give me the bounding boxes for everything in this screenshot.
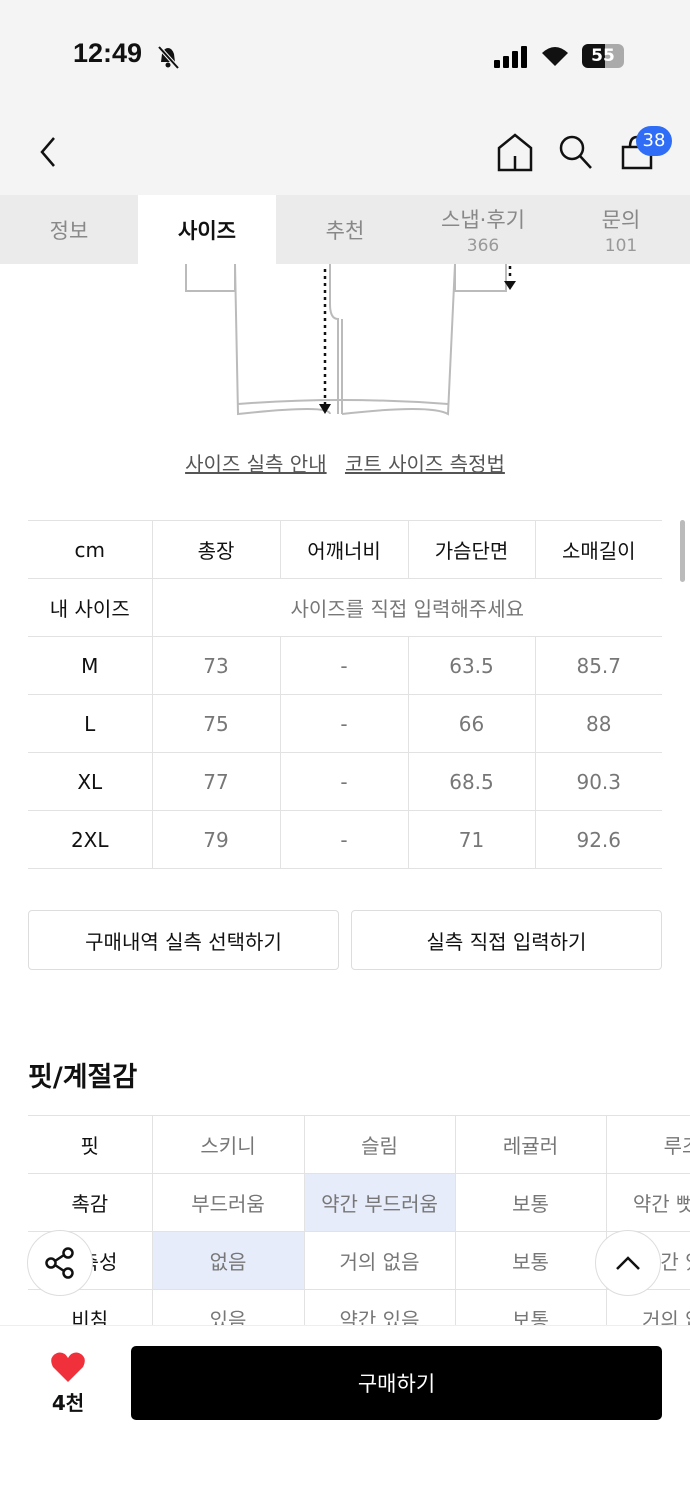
fit-option: 슬림 bbox=[303, 1115, 456, 1174]
fit-option: 스키니 bbox=[151, 1115, 305, 1174]
bell-slash-icon bbox=[157, 45, 180, 70]
fit-option: 루즈 bbox=[605, 1115, 690, 1174]
time: 12:49 bbox=[73, 38, 143, 68]
size-label: XL bbox=[28, 752, 153, 811]
scroll-top-button[interactable] bbox=[595, 1230, 661, 1296]
cart-badge: 38 bbox=[636, 126, 672, 156]
tab-inquiry[interactable]: 문의 101 bbox=[552, 195, 690, 264]
coat-measure-link[interactable]: 코트 사이즈 측정법 bbox=[344, 452, 505, 476]
fit-row-label: 비침 bbox=[28, 1289, 153, 1325]
tab-recommend[interactable]: 추천 bbox=[276, 195, 414, 264]
tab-snap-review[interactable]: 스냅·후기 366 bbox=[414, 195, 552, 264]
fit-option-selected: 약간 부드러움 bbox=[303, 1173, 456, 1232]
fit-option: 약간 뻣뻣함 bbox=[605, 1173, 690, 1232]
buy-button[interactable]: 구매하기 bbox=[131, 1346, 662, 1420]
fit-section-title: 핏/계절감 bbox=[28, 1062, 138, 1093]
my-size-label: 내 사이즈 bbox=[28, 578, 153, 637]
tab-bar: 정보 사이즈 추천 스냅·후기 366 문의 101 bbox=[0, 195, 690, 264]
fit-option: 약간 있음 bbox=[303, 1289, 456, 1325]
size-value: - bbox=[279, 636, 409, 695]
size-value: 92.6 bbox=[534, 810, 662, 869]
my-size-row[interactable]: 내 사이즈 사이즈를 직접 입력해주세요 bbox=[28, 578, 662, 637]
battery-icon: 55 bbox=[582, 44, 624, 68]
size-value: 79 bbox=[151, 810, 281, 869]
size-label: 2XL bbox=[28, 810, 153, 869]
fit-option: 보통 bbox=[454, 1173, 607, 1232]
fit-row-label: 핏 bbox=[28, 1115, 153, 1174]
tab-count: 366 bbox=[466, 235, 500, 256]
purchase-history-button[interactable]: 구매내역 실측 선택하기 bbox=[28, 910, 339, 970]
like-button[interactable]: 4천 bbox=[30, 1351, 106, 1416]
tab-count: 101 bbox=[604, 235, 638, 256]
share-icon bbox=[45, 1247, 74, 1279]
fit-option-selected: 없음 bbox=[151, 1231, 305, 1290]
chevron-up-icon bbox=[616, 1256, 640, 1270]
tab-label: 사이즈 bbox=[178, 218, 236, 243]
fit-option: 있음 bbox=[151, 1289, 305, 1325]
table-row: 2XL 79-71 92.6 bbox=[28, 810, 662, 869]
my-size-input[interactable]: 사이즈를 직접 입력해주세요 bbox=[151, 578, 662, 637]
table-row: M 73-63.5 85.7 bbox=[28, 636, 662, 695]
fit-option: 레귤러 bbox=[454, 1115, 607, 1174]
fit-row: 핏스키니슬림레귤러루즈 bbox=[28, 1115, 690, 1174]
share-button[interactable] bbox=[27, 1230, 93, 1296]
header-cell: 어깨너비 bbox=[279, 520, 409, 579]
size-table: cm 총장 어깨너비 가슴단면 소매길이 내 사이즈 사이즈를 직접 입력해주세… bbox=[28, 520, 662, 869]
fit-option: 거의 없음 bbox=[303, 1231, 456, 1290]
size-value: 90.3 bbox=[534, 752, 662, 811]
size-value: 73 bbox=[151, 636, 281, 695]
table-header-row: cm 총장 어깨너비 가슴단면 소매길이 bbox=[28, 520, 662, 579]
size-guide-link[interactable]: 사이즈 실측 안내 bbox=[185, 452, 327, 476]
size-value: 63.5 bbox=[407, 636, 536, 695]
size-value: 71 bbox=[407, 810, 536, 869]
search-icon[interactable] bbox=[558, 134, 594, 170]
size-value: 77 bbox=[151, 752, 281, 811]
header-cell: 총장 bbox=[151, 520, 281, 579]
fit-option: 보통 bbox=[454, 1289, 607, 1325]
top-nav: 38 bbox=[0, 100, 690, 195]
size-value: - bbox=[279, 694, 409, 753]
fit-row-label: 촉감 bbox=[28, 1173, 153, 1232]
back-icon[interactable] bbox=[36, 135, 60, 169]
table-row: XL 77-68.5 90.3 bbox=[28, 752, 662, 811]
fit-row: 신축성없음거의 없음보통약간 있음 bbox=[28, 1231, 690, 1290]
like-count: 4천 bbox=[51, 1391, 85, 1415]
size-value: - bbox=[279, 810, 409, 869]
direct-input-button[interactable]: 실측 직접 입력하기 bbox=[351, 910, 662, 970]
fit-option: 부드러움 bbox=[151, 1173, 305, 1232]
size-value: 68.5 bbox=[407, 752, 536, 811]
size-value: 88 bbox=[534, 694, 662, 753]
tab-label: 문의 bbox=[601, 207, 641, 232]
coat-diagram-image bbox=[185, 264, 516, 416]
table-row: L 75-66 88 bbox=[28, 694, 662, 753]
size-value: 75 bbox=[151, 694, 281, 753]
size-value: 85.7 bbox=[534, 636, 662, 695]
header-cell: cm bbox=[28, 520, 153, 579]
signal-icon bbox=[494, 46, 527, 68]
size-value: - bbox=[279, 752, 409, 811]
heart-icon bbox=[51, 1352, 85, 1382]
wifi-icon bbox=[542, 47, 568, 66]
home-icon[interactable] bbox=[496, 132, 534, 172]
fit-option: 보통 bbox=[454, 1231, 607, 1290]
tab-label: 스냅·후기 bbox=[441, 207, 525, 232]
tab-info[interactable]: 정보 bbox=[0, 195, 138, 264]
size-links: 사이즈 실측 안내 코트 사이즈 측정법 bbox=[0, 448, 690, 477]
header-cell: 소매길이 bbox=[534, 520, 662, 579]
status-bar: 12:49 55 bbox=[0, 0, 690, 100]
tab-size[interactable]: 사이즈 bbox=[138, 195, 276, 264]
tab-label: 추천 bbox=[325, 218, 365, 243]
scrollbar[interactable] bbox=[680, 520, 685, 582]
size-label: M bbox=[28, 636, 153, 695]
size-label: L bbox=[28, 694, 153, 753]
size-value: 66 bbox=[407, 694, 536, 753]
tab-label: 정보 bbox=[49, 218, 89, 243]
header-cell: 가슴단면 bbox=[407, 520, 536, 579]
